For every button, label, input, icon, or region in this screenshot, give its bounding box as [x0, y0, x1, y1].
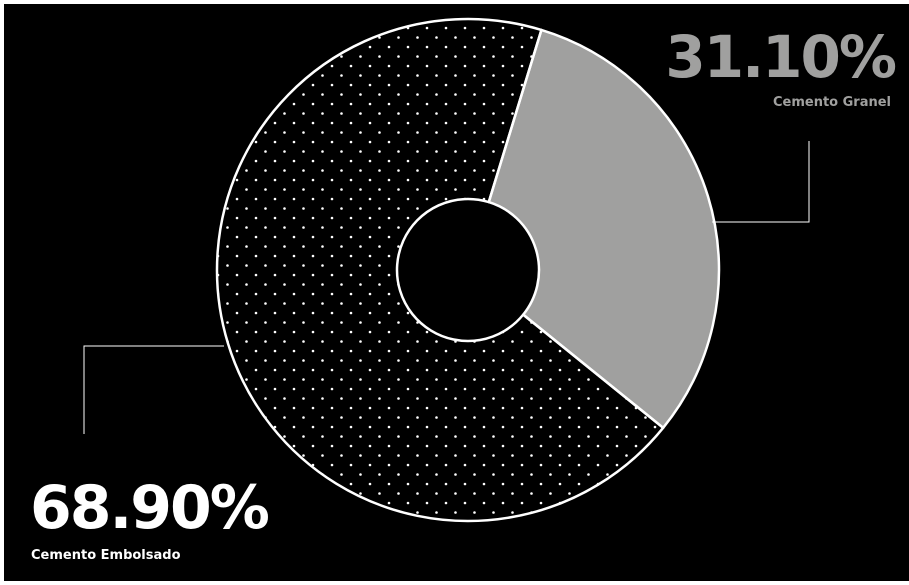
slice-cemento-embolsado — [215, 17, 665, 523]
donut-chart-svg — [83, 17, 810, 523]
embolsado-category-label: Cemento Embolsado — [31, 548, 181, 563]
granel-percent-label: 31.10% — [665, 23, 897, 91]
embolsado-percent-label: 68.90% — [30, 473, 270, 543]
granel-category-label: Cemento Granel — [772, 95, 891, 110]
leader-line-granel — [712, 141, 810, 223]
leader-line-embolsado — [83, 345, 224, 434]
slice-cemento-granel — [487, 28, 721, 430]
chart-canvas: 31.10% Cemento Granel 68.90% Cemento Emb… — [4, 4, 909, 581]
